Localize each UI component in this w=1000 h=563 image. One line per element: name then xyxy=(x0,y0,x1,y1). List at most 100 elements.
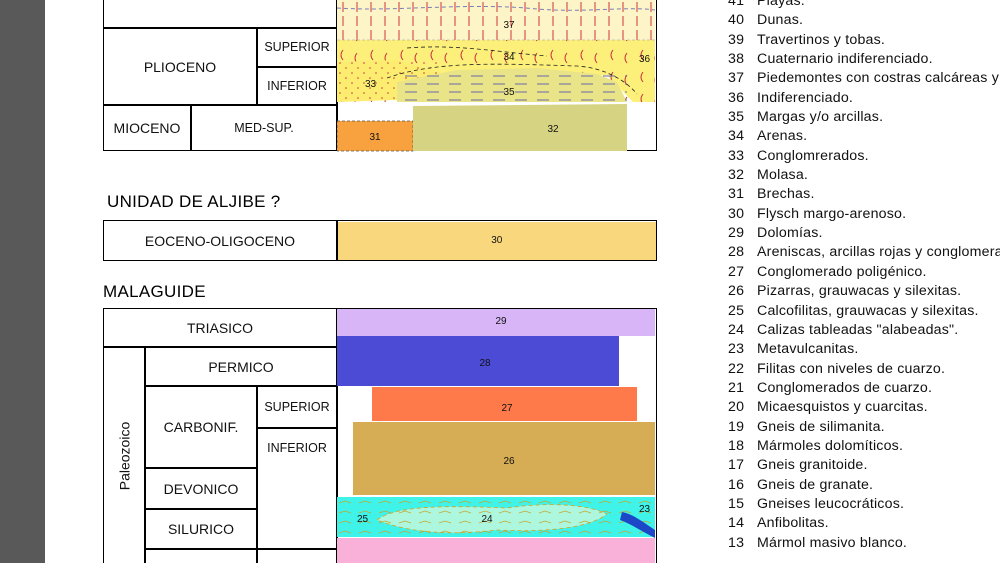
legend-item: 25 Calcofilitas, grauwacas y silexitas. xyxy=(728,302,1000,321)
legend-item: 28 Areniscas, arcillas rojas y conglomera… xyxy=(728,243,1000,262)
legend-item-text: Piedemontes con costras calcáreas y d xyxy=(757,70,1000,87)
legend-item-number: 18 xyxy=(728,437,745,454)
legend-item: 37 Piedemontes con costras calcáreas y d xyxy=(728,69,1000,88)
devonico-label: DEVONICO xyxy=(163,480,239,497)
legend-item-text: Travertinos y tobas. xyxy=(757,31,886,48)
legend-item-text: Calizas tableadas "alabeadas". xyxy=(757,321,959,338)
unit-32-label: 32 xyxy=(547,124,559,135)
legend-item-text: Metavulcanitas. xyxy=(757,341,859,358)
legend-item-text: Conglomrerados. xyxy=(757,147,869,164)
legend-item-number: 29 xyxy=(728,225,745,242)
med-sup-label: MED-SUP. xyxy=(234,121,294,135)
unit-28-block xyxy=(337,336,619,386)
unit-23-label: 23 xyxy=(639,504,651,515)
malaguide-column: 29 28 27 26 25 24 23 xyxy=(337,309,655,563)
divider xyxy=(336,308,338,563)
legend-item: 40 Dunas. xyxy=(728,11,1000,30)
legend-item-text: Molasa. xyxy=(757,167,809,184)
legend-item-text: Mármol masivo blanco. xyxy=(757,534,908,551)
legend-item: 26 Pizarras, grauwacas y silexitas. xyxy=(728,282,1000,301)
legend-item: 14 Anfibolitas. xyxy=(728,514,1000,533)
legend-item: 23 Metavulcanitas. xyxy=(728,340,1000,359)
legend-item: 24 Calizas tableadas "alabeadas". xyxy=(728,321,1000,340)
legend-item-text: Arenas. xyxy=(757,128,808,145)
aljibe-title: UNIDAD DE ALJIBE ? xyxy=(107,192,281,211)
legend-item: 18 Mármoles dolomíticos. xyxy=(728,437,1000,456)
legend-item-number: 16 xyxy=(728,476,745,493)
legend-item: 21 Conglomerados de cuarzo. xyxy=(728,379,1000,398)
unit-37-label: 37 xyxy=(503,20,515,31)
legend-item-number: 25 xyxy=(728,302,745,319)
legend-item: 13 Mármol masivo blanco. xyxy=(728,534,1000,553)
legend-item: 33 Conglomrerados. xyxy=(728,147,1000,166)
legend-item: 31 Brechas. xyxy=(728,185,1000,204)
divider xyxy=(256,427,337,429)
silurian-base-block xyxy=(337,538,655,563)
legend-item-number: 17 xyxy=(728,457,745,474)
aljibe-frame xyxy=(103,220,657,261)
legend-item-number: 26 xyxy=(728,283,745,300)
legend-item: 32 Molasa. xyxy=(728,166,1000,185)
legend-item: 36 Indiferenciado. xyxy=(728,89,1000,108)
triasico-label: TRIASICO xyxy=(186,319,254,336)
legend-item-text: Anfibolitas. xyxy=(757,515,829,532)
legend-item-text: Gneis de granate. xyxy=(757,476,874,493)
divider xyxy=(336,220,338,261)
plioceno-superior-label: SUPERIOR xyxy=(264,40,330,54)
legend-item-number: 24 xyxy=(728,321,745,338)
legend-item-text: Pizarras, grauwacas y silexitas. xyxy=(757,283,962,300)
legend-item: 15 Gneises leucocráticos. xyxy=(728,495,1000,514)
legend-item-number: 41 xyxy=(728,0,745,9)
legend-item-text: Cuaternario indiferenciado. xyxy=(757,51,933,68)
unit-25-label: 25 xyxy=(357,514,369,525)
legend-item-text: Mármoles dolomíticos. xyxy=(757,437,904,454)
malaguide-title: MALAGUIDE xyxy=(103,282,206,301)
legend-item-number: 36 xyxy=(728,89,745,106)
legend-item-text: Conglomerado poligénico. xyxy=(757,263,927,280)
legend-item-number: 37 xyxy=(728,70,745,87)
legend-item-number: 22 xyxy=(728,360,745,377)
unit-24-label: 24 xyxy=(481,514,493,525)
legend-item-text: Brechas. xyxy=(757,186,815,203)
legend-item: 29 Dolomías. xyxy=(728,224,1000,243)
legend-item-text: Dolomías. xyxy=(757,225,823,242)
legend-item-number: 39 xyxy=(728,31,745,48)
unit-23-block xyxy=(620,512,655,538)
legend-item-number: 34 xyxy=(728,128,745,145)
divider xyxy=(336,0,338,151)
legend-item-number: 33 xyxy=(728,147,745,164)
legend-item-number: 27 xyxy=(728,263,745,280)
legend-item-number: 38 xyxy=(728,51,745,68)
unit-27-label: 27 xyxy=(501,403,513,414)
legend-item-text: Filitas con niveles de cuarzo. xyxy=(757,360,946,377)
legend-item-number: 32 xyxy=(728,167,745,184)
legend-item-number: 14 xyxy=(728,515,745,532)
divider xyxy=(144,467,256,469)
divider xyxy=(103,27,337,29)
unit-29-block xyxy=(337,309,655,336)
divider xyxy=(144,385,337,387)
permico-label: PERMICO xyxy=(208,358,274,375)
legend-item-number: 35 xyxy=(728,109,745,126)
mioceno-label: MIOCENO xyxy=(113,120,181,136)
legend-item: 22 Filitas con niveles de cuarzo. xyxy=(728,360,1000,379)
legend-item: 27 Conglomerado poligénico. xyxy=(728,263,1000,282)
unit-31-label: 31 xyxy=(369,132,381,143)
unit-28-label: 28 xyxy=(479,358,491,369)
legend-item-text: Conglomerados de cuarzo. xyxy=(757,379,933,396)
legend-item-number: 23 xyxy=(728,341,745,358)
legend-item-number: 21 xyxy=(728,379,745,396)
divider xyxy=(256,66,337,68)
unit-26-block xyxy=(353,422,655,495)
divider xyxy=(144,508,256,510)
legend-item: 16 Gneis de granate. xyxy=(728,476,1000,495)
legend-item: 38 Cuaternario indiferenciado. xyxy=(728,50,1000,69)
legend-sheet: PLIOCENO SUPERIOR INFERIOR MIOCENO MED-S… xyxy=(45,0,1000,563)
legend-item-text: Margas y/o arcillas. xyxy=(757,109,884,126)
silurico-label: SILURICO xyxy=(167,521,235,537)
plioceno-label: PLIOCENO xyxy=(143,58,217,75)
legend-item-text: Gneises leucocráticos. xyxy=(757,495,905,512)
legend-item-text: Indiferenciado. xyxy=(757,89,854,106)
legend-item-text: Gneis de silimanita. xyxy=(757,418,885,435)
divider xyxy=(190,104,192,150)
